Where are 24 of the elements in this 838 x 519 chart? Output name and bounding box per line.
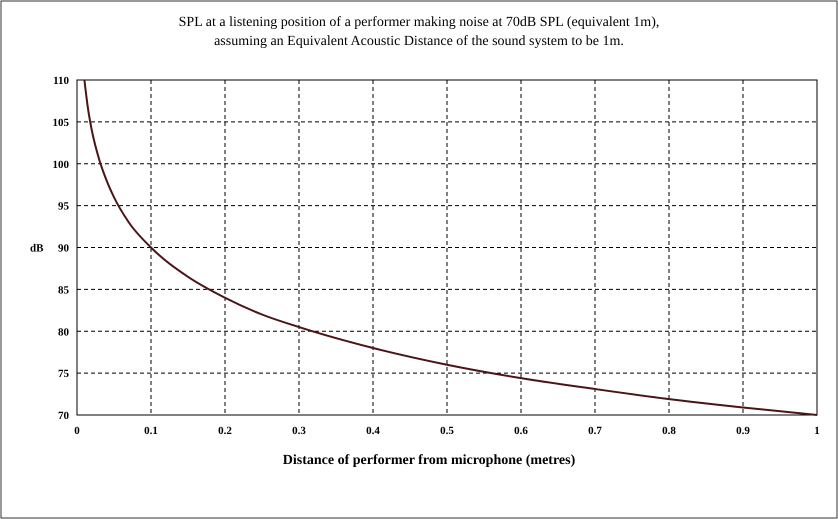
- y-tick-label: 80: [58, 326, 70, 338]
- y-tick-label: 100: [52, 158, 70, 171]
- x-tick-label: 0.9: [736, 425, 750, 437]
- line-series: [83, 79, 818, 416]
- y-tick-label: 90: [58, 242, 70, 254]
- x-tick-label: 0.4: [366, 425, 380, 437]
- x-tick-label: 1: [814, 425, 820, 437]
- x-axis-title: Distance of performer from microphone (metres): [282, 453, 576, 468]
- x-tick-label: 0.5: [440, 425, 454, 437]
- y-tick-label: 105: [52, 116, 70, 129]
- x-tick-label: 0.2: [218, 425, 232, 437]
- x-tick-label: 0.3: [292, 425, 306, 437]
- x-tick-label: 0.1: [144, 425, 158, 437]
- x-tick-label: 0.7: [588, 425, 602, 437]
- y-tick-label: 85: [58, 284, 70, 296]
- y-tick-label: 70: [58, 410, 70, 422]
- y-axis-title: dB: [30, 242, 44, 254]
- x-tick-label: 0.8: [662, 425, 676, 437]
- x-tick-label: 0: [74, 425, 80, 437]
- y-tick-label: 75: [58, 368, 70, 380]
- chart-title: SPL at a listening position of a performer making noise at 70dB SPL (equivalent 1m), assuming an Equivalent Acoustic Distance of the sound system to be 1m.: [178, 15, 660, 49]
- y-tick-label: 110: [53, 75, 70, 87]
- x-tick-label: 0.6: [514, 425, 528, 437]
- y-tick-label: 95: [58, 200, 70, 213]
